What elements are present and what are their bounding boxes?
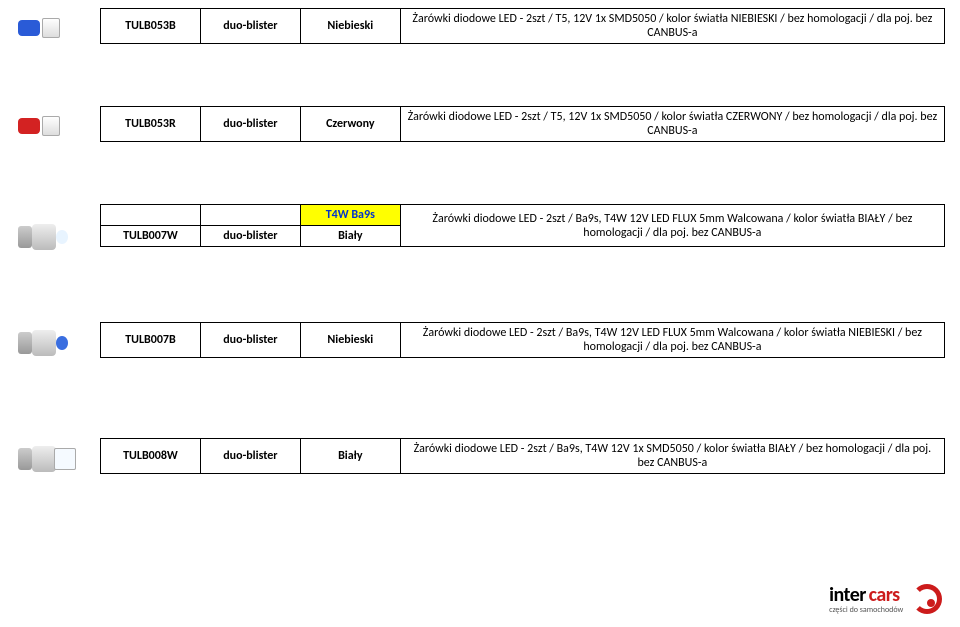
product-code: TULB007B: [101, 323, 201, 358]
bulb-led-icon: [54, 448, 76, 470]
product-color: Biały: [300, 439, 400, 474]
product-description: Żarówki diodowe LED - 2szt / T5, 12V 1x …: [400, 107, 944, 142]
category-header: T4W Ba9s: [300, 205, 400, 226]
product-image: [18, 112, 93, 157]
product-description: Żarówki diodowe LED - 2szt / Ba9s, T4W 1…: [400, 205, 944, 247]
product-packaging: duo-blister: [200, 9, 300, 44]
product-code: TULB007W: [101, 226, 201, 247]
logo-word-1: inter: [829, 583, 866, 607]
bulb-base-icon: [18, 448, 32, 470]
product-color: Czerwony: [300, 107, 400, 142]
product-packaging: duo-blister: [200, 323, 300, 358]
product-color: Niebieski: [300, 9, 400, 44]
bulb-base-icon: [18, 118, 40, 134]
product-image: [18, 444, 93, 489]
bulb-led-icon: [42, 116, 60, 136]
product-code: TULB053B: [101, 9, 201, 44]
product-row: TULB007B duo-blister Niebieski Żarówki d…: [100, 322, 945, 358]
product-description: Żarówki diodowe LED - 2szt / T5, 12V 1x …: [400, 9, 944, 44]
product-row: T4W Ba9s Żarówki diodowe LED - 2szt / Ba…: [100, 204, 945, 247]
brand-logo: inter cars części do samochodów: [829, 583, 942, 615]
product-image: [18, 14, 93, 59]
bulb-base-icon: [18, 20, 40, 36]
bulb-led-icon: [56, 336, 68, 350]
product-description: Żarówki diodowe LED - 2szt / Ba9s, T4W 1…: [400, 323, 944, 358]
product-row: TULB053R duo-blister Czerwony Żarówki di…: [100, 106, 945, 142]
bulb-base-icon: [18, 226, 32, 248]
product-color: Biały: [300, 226, 400, 247]
logo-swirl-icon: [912, 584, 942, 614]
product-code: TULB008W: [101, 439, 201, 474]
bulb-led-icon: [56, 230, 68, 244]
product-packaging: duo-blister: [200, 226, 300, 247]
bulb-body-icon: [32, 446, 56, 472]
logo-word-2: cars: [869, 583, 900, 607]
product-row: TULB008W duo-blister Biały Żarówki diodo…: [100, 438, 945, 474]
product-description: Żarówki diodowe LED - 2szt / Ba9s, T4W 1…: [400, 439, 944, 474]
logo-tagline: części do samochodów: [829, 605, 903, 615]
product-row: TULB053B duo-blister Niebieski Żarówki d…: [100, 8, 945, 44]
product-image: [18, 328, 93, 373]
product-image: [18, 222, 93, 267]
bulb-led-icon: [42, 18, 60, 38]
bulb-body-icon: [32, 330, 56, 356]
product-color: Niebieski: [300, 323, 400, 358]
product-packaging: duo-blister: [200, 439, 300, 474]
bulb-body-icon: [32, 224, 56, 250]
bulb-base-icon: [18, 332, 32, 354]
product-packaging: duo-blister: [200, 107, 300, 142]
product-code: TULB053R: [101, 107, 201, 142]
